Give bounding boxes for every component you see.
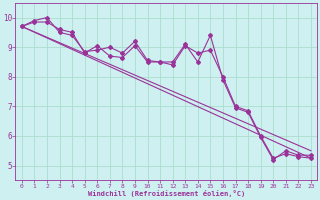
X-axis label: Windchill (Refroidissement éolien,°C): Windchill (Refroidissement éolien,°C) bbox=[88, 190, 245, 197]
